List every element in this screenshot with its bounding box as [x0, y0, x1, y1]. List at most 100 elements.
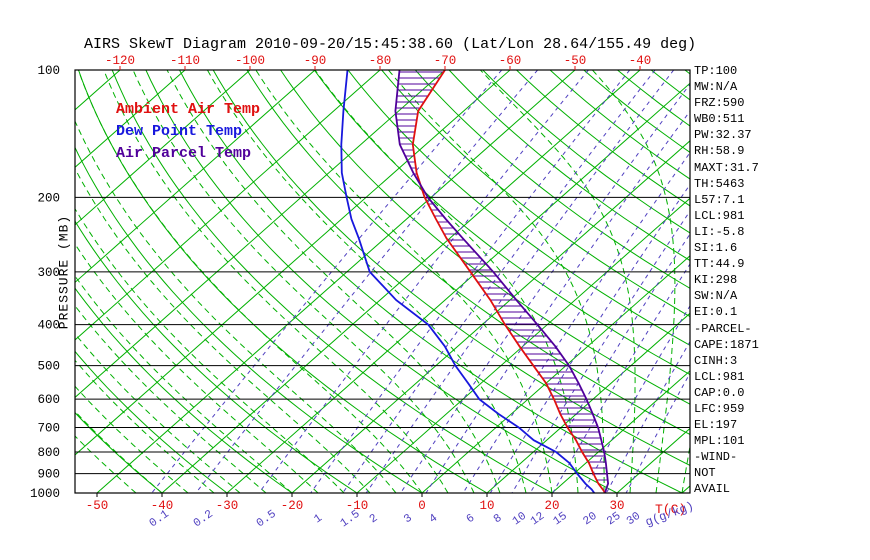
moist-adiabat-line	[75, 410, 163, 493]
mixing-ratio-line	[258, 70, 589, 493]
mixing-ratio-line	[151, 70, 503, 493]
moist-adiabat-line	[132, 70, 475, 493]
bottom-temp-label: 20	[544, 499, 559, 513]
stat-line: EL:197	[694, 418, 738, 433]
moist-adiabat-line	[77, 70, 423, 493]
stat-line: KI:298	[694, 273, 738, 288]
isotherm-line	[75, 70, 186, 169]
top-temp-label: -70	[434, 54, 457, 68]
temp-unit-label: T(C)	[655, 502, 687, 517]
pressure-axis-title: PRESSURE (MB)	[56, 214, 72, 330]
ambient-air-temp-curve	[411, 70, 607, 493]
dry-adiabat-line	[650, 70, 690, 101]
chart-legend: Ambient Air Temp Dew Point Temp Air Parc…	[116, 99, 260, 165]
mixing-ratio-label: 2	[367, 512, 380, 527]
stat-line: LFC:959	[694, 401, 745, 416]
mixing-ratio-label: 0.2	[191, 508, 215, 531]
mixing-ratio-line	[462, 151, 690, 493]
mixing-ratio-label: 10	[510, 510, 529, 529]
mixing-ratio-label: 6	[464, 512, 477, 527]
dry-adiabat-line	[549, 70, 690, 180]
pressure-tick-label: 100	[37, 64, 60, 78]
dry-adiabat-line	[280, 70, 690, 405]
dry-adiabat-line	[415, 70, 690, 289]
stat-line: EI:0.1	[694, 305, 738, 320]
pressure-tick-label: 300	[37, 266, 60, 280]
isotherm-line	[75, 70, 511, 456]
moist-adiabat-line	[592, 70, 676, 493]
moist-adiabat-line	[255, 70, 553, 493]
isotherm-line	[75, 70, 446, 399]
stat-line: L57:7.1	[694, 192, 745, 207]
mixing-ratio-label: 20	[581, 510, 600, 529]
moist-adiabat-line	[206, 70, 527, 493]
isotherm-line	[75, 70, 381, 341]
top-temp-label: -50	[564, 54, 587, 68]
dry-adiabat-line	[75, 350, 228, 493]
bottom-temp-label: -50	[86, 499, 109, 513]
bottom-temp-label: 10	[479, 499, 494, 513]
moist-adiabat-line	[314, 70, 579, 493]
isotherm-line	[486, 312, 690, 493]
pressure-tick-label: 900	[37, 468, 60, 482]
mixing-ratio-line	[195, 70, 538, 493]
dry-adiabat-line	[448, 70, 690, 262]
stat-line: LI:-5.8	[694, 224, 745, 239]
stat-line: MW:N/A	[694, 80, 738, 95]
dry-adiabat-line	[347, 70, 690, 346]
moist-adiabat-line	[388, 70, 605, 493]
mixing-ratio-line	[625, 372, 690, 493]
bottom-temp-label: -30	[216, 499, 239, 513]
mixing-ratio-label: 3	[402, 512, 415, 527]
pressure-tick-label: 1000	[30, 487, 60, 501]
stat-line: MAXT:31.7	[694, 160, 759, 175]
mixing-ratio-label: 0.5	[254, 508, 278, 531]
bottom-temp-label: -20	[281, 499, 304, 513]
legend-dew-point-temp: Dew Point Temp	[116, 123, 243, 140]
stat-line: -PARCEL-	[694, 321, 752, 336]
dry-adiabat-line	[75, 287, 293, 493]
stat-line: SW:N/A	[694, 289, 738, 304]
stat-line: SI:1.6	[694, 241, 738, 256]
moist-adiabat-line	[75, 167, 371, 493]
top-temp-label: -40	[629, 54, 652, 68]
mixing-ratio-label: 8	[491, 512, 504, 527]
plot-area	[75, 70, 690, 493]
mixing-ratio-line	[400, 83, 690, 493]
moist-adiabat-line	[75, 207, 345, 493]
dew-point-temp-curve	[340, 70, 596, 493]
dry-adiabat-line	[75, 411, 163, 493]
mixing-ratio-line	[489, 183, 690, 493]
mixing-ratio-label: 30	[624, 510, 643, 529]
top-temp-label: -60	[499, 54, 522, 68]
bottom-temp-label: -10	[346, 499, 369, 513]
mixing-ratio-label: 1	[312, 512, 325, 527]
mixing-ratio-line	[552, 263, 690, 493]
isotherm-line	[421, 255, 690, 493]
chart-title: AIRS SkewT Diagram 2010-09-20/15:45:38.6…	[84, 36, 697, 53]
bottom-temp-label: 30	[609, 499, 624, 513]
dry-adiabat-line	[145, 70, 618, 493]
top-temp-label: -90	[304, 54, 327, 68]
dry-adiabat-line	[381, 70, 690, 318]
pressure-tick-label: 500	[37, 360, 60, 374]
stats-panel: TP:100 MW:N/A FRZ:590 WB0:511 PW:32.37 RH:58.…	[694, 63, 759, 498]
isotherm-line	[551, 370, 690, 493]
stat-line: WB0:511	[694, 112, 745, 127]
stat-line: -WIND-	[694, 450, 738, 465]
stat-line: TT:44.9	[694, 257, 745, 272]
stat-line: MPL:101	[694, 434, 745, 449]
dry-adiabat-line	[246, 70, 690, 436]
bottom-temp-label: 0	[418, 499, 426, 513]
stat-line: LCL:981	[694, 369, 745, 384]
dry-adiabat-line	[212, 70, 690, 466]
stat-line: NOT	[694, 466, 716, 481]
dry-adiabat-line	[111, 70, 553, 493]
moist-adiabat-line	[75, 119, 397, 493]
moist-adiabat-line	[75, 243, 319, 493]
pressure-tick-label: 600	[37, 393, 60, 407]
isotherm-line	[96, 70, 576, 493]
isotherm-line	[75, 70, 251, 226]
moist-adiabat-line	[166, 70, 501, 493]
